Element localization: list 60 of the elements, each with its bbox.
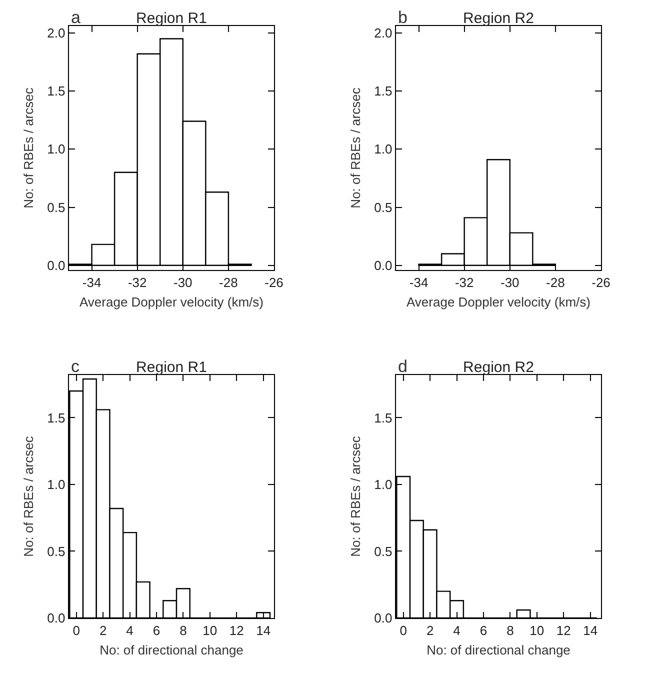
y-tick-label: 0.0 [47,610,66,626]
chart-title: Region R1 [136,359,207,376]
y-tick-label: 1.0 [47,477,66,492]
x-axis-title: Average Doppler velocity (km/s) [406,294,590,310]
y-tick-label: 0.0 [374,610,392,626]
annotation: b [398,8,408,27]
x-tick-label: -32 [128,274,147,290]
x-tick-label: 8 [506,622,514,638]
x-tick-label: 14 [256,622,271,638]
x-axis-title: No: of directional change [426,642,570,658]
annotation: a [71,8,81,27]
x-tick-label: 10 [202,622,218,638]
x-tick-label: -26 [264,274,284,290]
x-tick-label: -34 [409,274,428,290]
y-tick-label: 2.0 [374,26,392,41]
x-tick-label: 0 [72,622,80,638]
x-tick-label: 12 [556,622,571,638]
y-tick-label: 2.0 [47,26,66,41]
x-tick-label: -30 [500,274,520,290]
x-tick-label: -26 [592,274,610,290]
y-tick-label: 1.0 [374,142,392,157]
x-tick-label: -30 [173,274,192,290]
x-axis-title: Average Doppler velocity (km/s) [80,294,264,310]
y-tick-label: 1.5 [374,84,392,99]
x-tick-label: 4 [453,622,460,638]
chart-title: Region R2 [463,10,534,27]
y-tick-label: 1.0 [374,477,392,492]
y-tick-label: 0.5 [374,200,392,215]
y-tick-label: 0.5 [374,544,392,559]
y-axis-title: No: of RBEs / arcsec [348,87,364,208]
x-tick-label: 8 [180,622,187,638]
y-axis-title: No: of RBEs / arcsec [21,87,36,208]
x-tick-label: -32 [454,274,474,290]
y-tick-label: 1.5 [47,410,66,426]
chart-title: Region R1 [136,10,207,27]
x-tick-label: 0 [400,622,407,638]
x-tick-label: 10 [530,622,544,638]
y-axis-title: No: of RBEs / arcsec [21,436,36,557]
x-tick-label: 4 [126,622,134,638]
x-tick-label: 14 [583,622,598,638]
y-tick-label: 1.0 [47,142,66,157]
annotation: d [398,357,408,376]
x-axis-title: No: of directional change [100,642,244,658]
x-tick-label: -28 [219,274,238,290]
y-axis-title: No: of RBEs / arcsec [348,436,364,557]
y-tick-label: 0.5 [47,200,66,215]
y-tick-label: 0.0 [374,258,392,273]
x-tick-label: -34 [82,274,102,290]
chart-title: Region R2 [463,359,534,376]
y-tick-label: 0.5 [47,544,66,559]
x-tick-label: 2 [99,622,107,638]
x-tick-label: 6 [480,622,488,638]
x-tick-label: 6 [152,622,160,638]
y-tick-label: 1.5 [47,84,66,99]
annotation: c [71,357,80,376]
y-tick-label: 1.5 [374,410,392,426]
x-tick-label: 12 [229,622,244,638]
y-tick-label: 0.0 [47,258,66,273]
x-tick-label: -28 [546,274,565,290]
x-tick-label: 2 [426,622,434,638]
